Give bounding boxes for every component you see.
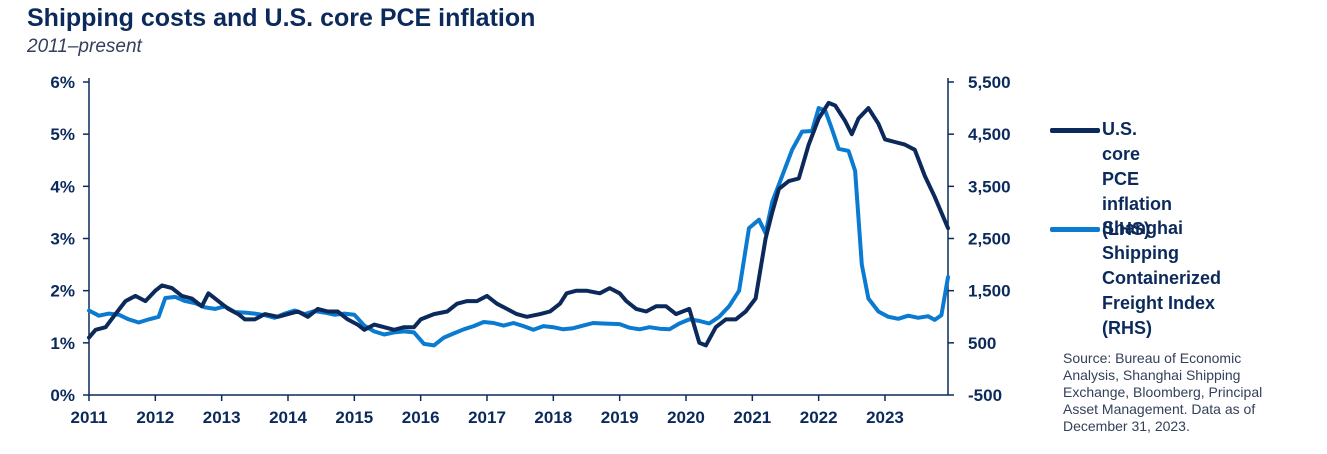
legend-swatch-freight [1050, 227, 1100, 232]
chart-title: Shipping costs and U.S. core PCE inflati… [27, 4, 536, 32]
legend-label-pce: U.S. core PCE inflation (LHS) [1102, 119, 1172, 239]
series-group [87, 100, 950, 348]
x-tick-label: 2012 [136, 408, 174, 427]
legend-label-freight: Shanghai Shipping Containerized Freight … [1102, 218, 1222, 338]
y-right-tick-label: 4,500 [968, 125, 1011, 144]
y-right-tick-label: -500 [968, 386, 1002, 405]
y-right-tick-label: 500 [968, 334, 996, 353]
y-left-tick-label: 3% [50, 230, 75, 249]
x-tick-label: 2023 [866, 408, 904, 427]
x-tick-label: 2013 [203, 408, 241, 427]
chart-subtitle: 2011–present [27, 36, 142, 57]
series-line-freight-index [87, 106, 950, 348]
x-tick-label: 2016 [402, 408, 440, 427]
y-right-tick-label: 3,500 [968, 177, 1011, 196]
y-right-tick-label: 5,500 [968, 73, 1011, 92]
tick-labels-group: 0% 1% 2% 3% 4% 5% 6% -500 500 1,500 2,500 3,500 4,50… [50, 73, 1010, 427]
x-tick-label: 2019 [601, 408, 639, 427]
y-left-tick-label: 5% [50, 125, 75, 144]
y-right-tick-label: 2,500 [968, 230, 1011, 249]
x-tick-label: 2014 [269, 408, 307, 427]
x-tick-label: 2020 [667, 408, 705, 427]
series-line-core-pce [87, 100, 950, 348]
y-right-tick-label: 1,500 [968, 282, 1011, 301]
y-left-tick-label: 6% [50, 73, 75, 92]
source-note: Source: Bureau of Economic Analysis, Sha… [1063, 350, 1263, 434]
x-tick-label: 2017 [468, 408, 506, 427]
x-tick-label: 2015 [335, 408, 373, 427]
x-tick-label: 2011 [71, 408, 108, 427]
y-left-tick-label: 1% [50, 334, 75, 353]
axes-group [83, 78, 954, 401]
x-tick-label: 2018 [534, 408, 572, 427]
legend-swatch-pce [1050, 128, 1100, 133]
x-tick-label: 2022 [800, 408, 838, 427]
y-left-tick-label: 2% [50, 282, 75, 301]
x-tick-label: 2021 [733, 408, 771, 427]
y-left-tick-label: 4% [50, 177, 75, 196]
y-left-tick-label: 0% [50, 386, 75, 405]
